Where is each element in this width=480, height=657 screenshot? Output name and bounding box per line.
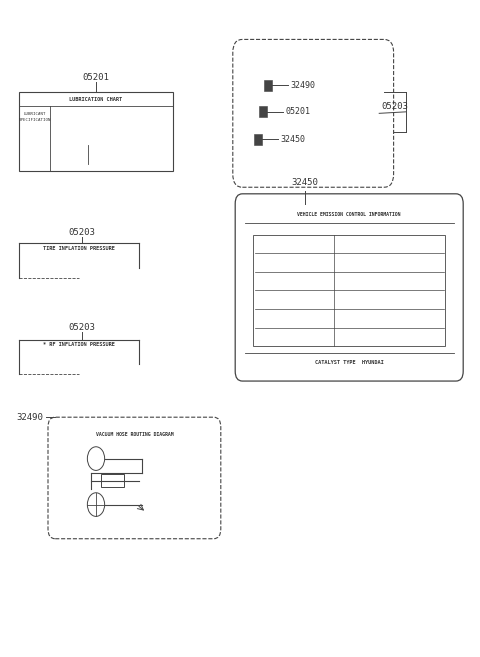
Text: VEHICLE EMISSION CONTROL INFORMATION: VEHICLE EMISSION CONTROL INFORMATION: [298, 212, 401, 217]
Bar: [19, 92, 173, 171]
Bar: [253, 235, 445, 346]
Text: 05203: 05203: [382, 102, 408, 111]
Text: 32450: 32450: [291, 178, 318, 187]
Text: CATALYST TYPE  HYUNDAI: CATALYST TYPE HYUNDAI: [315, 359, 384, 365]
Text: 05203: 05203: [68, 227, 95, 237]
Text: 05203: 05203: [68, 323, 95, 332]
Bar: [264, 80, 272, 91]
Text: 32490: 32490: [290, 81, 315, 90]
Text: LUBRICANT: LUBRICANT: [24, 112, 46, 116]
Text: VACUUM HOSE ROUTING DIAGRAM: VACUUM HOSE ROUTING DIAGRAM: [96, 432, 173, 438]
Bar: [254, 134, 262, 145]
Text: * RF INFLATION PRESSURE: * RF INFLATION PRESSURE: [43, 342, 115, 348]
Text: TIRE INFLATION PRESSURE: TIRE INFLATION PRESSURE: [43, 246, 115, 251]
Bar: [259, 106, 267, 117]
Bar: [101, 474, 124, 487]
Text: LUBRICATION CHART: LUBRICATION CHART: [70, 97, 122, 102]
Text: 32490: 32490: [16, 413, 43, 422]
Text: SPECIFICATION: SPECIFICATION: [18, 118, 51, 122]
Text: 05201: 05201: [286, 107, 311, 116]
Text: 32450: 32450: [281, 135, 306, 144]
Text: 05201: 05201: [83, 73, 109, 82]
